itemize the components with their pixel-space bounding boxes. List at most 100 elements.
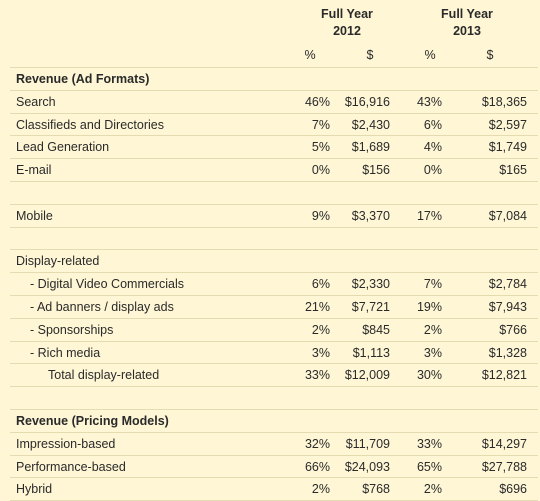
pct-2012-cell: 46%: [304, 94, 330, 109]
usd-2013-cell: $18,365: [481, 94, 527, 109]
pct-2013-cell: 17%: [416, 208, 442, 223]
usd-2012-cell: $7,721: [351, 300, 390, 314]
pct-2013-cell: 7%: [423, 277, 442, 292]
year-header-2013-line1: Full Year: [441, 7, 493, 21]
usd-2013-cell: $27,788: [481, 459, 527, 474]
usd-2012-cell: $768: [362, 482, 390, 497]
usd-2013-cell: $766: [499, 322, 527, 337]
spacer-row: [0, 228, 540, 251]
table-row: Mobile 9% $3,370 17% $7,084: [0, 205, 540, 228]
pct-2013-cell: 65%: [416, 459, 442, 474]
usd-2013-cell: $14,297: [481, 436, 527, 451]
pct-2012-cell: 7%: [311, 117, 330, 132]
unit-pct-2013: %: [424, 48, 436, 62]
pct-2013-cell: 19%: [416, 300, 442, 314]
row-divider: [10, 272, 538, 274]
year-header-2013-line2: 2013: [453, 24, 481, 38]
row-divider: [10, 89, 538, 91]
year-header-2012: Full Year 2012: [302, 6, 392, 40]
row-label: - Rich media: [30, 345, 101, 360]
pct-2012-cell: 2%: [311, 482, 330, 497]
row-label: Total display-related: [48, 368, 160, 383]
row-label: Revenue (Ad Formats): [16, 72, 150, 86]
pct-2012-cell: 3%: [311, 345, 330, 360]
row-divider: [10, 477, 538, 479]
row-label: E-mail: [16, 163, 52, 178]
usd-2012-cell: $2,430: [351, 117, 390, 132]
row-divider: [10, 226, 538, 228]
pct-2013-cell: 4%: [423, 140, 442, 155]
year-header-2013: Full Year 2013: [422, 6, 512, 40]
table-row: E-mail 0% $156 0% $165: [0, 159, 540, 182]
usd-2012-cell: $3,370: [351, 208, 390, 223]
usd-2013-cell: $165: [499, 163, 527, 178]
pct-2012-cell: 2%: [311, 322, 330, 337]
unit-usd-2013: $: [486, 48, 494, 62]
pct-2013-cell: 33%: [416, 436, 442, 451]
row-label: - Sponsorships: [30, 322, 114, 337]
row-divider: [10, 386, 538, 388]
row-label: Impression-based: [16, 436, 116, 451]
row-divider: [10, 181, 538, 182]
row-divider: [10, 340, 538, 342]
row-divider: [10, 203, 538, 205]
row-label: Classifieds and Directories: [16, 117, 164, 132]
usd-2012-cell: $12,009: [344, 368, 390, 383]
row-divider: [10, 431, 538, 433]
usd-2013-cell: $1,749: [488, 140, 527, 155]
row-label: Lead Generation: [16, 140, 110, 155]
pct-2013-cell: 30%: [416, 368, 442, 383]
year-header-2012-line1: Full Year: [321, 7, 373, 21]
pct-2013-cell: 2%: [423, 322, 442, 337]
usd-2012-cell: $16,916: [344, 94, 390, 109]
row-divider: [10, 158, 538, 160]
units-row: % $ % $: [0, 44, 540, 67]
section-header-row: Revenue (Ad Formats): [0, 68, 540, 91]
usd-2012-cell: $845: [362, 322, 390, 337]
table-row: - Digital Video Commercials 6% $2,330 7% $2,…: [0, 273, 540, 296]
pct-2012-cell: 0%: [311, 163, 330, 178]
pct-2012-cell: 32%: [304, 436, 330, 451]
pct-2013-cell: 0%: [423, 163, 442, 178]
row-divider: [10, 112, 538, 114]
table-row: Classifieds and Directories 7% $2,430 6% $2,…: [0, 114, 540, 137]
usd-2012-cell: $1,113: [352, 345, 390, 360]
pct-2012-cell: 5%: [311, 140, 330, 155]
row-label: - Digital Video Commercials: [30, 277, 184, 292]
usd-2013-cell: $2,784: [488, 277, 527, 292]
usd-2013-cell: $7,084: [488, 208, 527, 223]
table-row: Hybrid 2% $768 2% $696: [0, 478, 540, 501]
pct-2013-cell: 43%: [416, 94, 442, 109]
row-divider: [10, 249, 538, 251]
row-divider: [10, 295, 538, 296]
table-row: - Ad banners / display ads 21% $7,721 19% $7…: [0, 296, 540, 319]
table-row: - Rich media 3% $1,113 3% $1,328: [0, 342, 540, 365]
pct-2012-cell: 6%: [311, 277, 330, 292]
row-divider: [10, 135, 538, 137]
unit-pct-2012: %: [304, 48, 316, 62]
table-row: Display-related: [0, 250, 540, 273]
pct-2012-cell: 9%: [311, 208, 330, 223]
pct-2012-cell: 33%: [304, 368, 330, 383]
usd-2012-cell: $24,093: [344, 459, 390, 474]
table-row: Impression-based 32% $11,709 33% $14,297: [0, 433, 540, 456]
usd-2012-cell: $1,689: [351, 140, 390, 155]
row-divider: [10, 363, 538, 365]
usd-2013-cell: $1,328: [488, 345, 527, 360]
unit-usd-2012: $: [366, 48, 374, 62]
row-label: Display-related: [16, 254, 100, 269]
pct-2013-cell: 2%: [423, 482, 442, 497]
row-divider: [10, 409, 538, 410]
row-label: Revenue (Pricing Models): [16, 414, 169, 428]
pct-2013-cell: 6%: [423, 117, 442, 132]
divider: [10, 67, 538, 68]
usd-2013-cell: $7,943: [488, 300, 527, 314]
usd-2012-cell: $156: [362, 163, 390, 178]
section-header-row: Revenue (Pricing Models): [0, 410, 540, 433]
usd-2012-cell: $2,330: [351, 277, 390, 292]
usd-2013-cell: $12,821: [481, 368, 527, 383]
pct-2012-cell: 21%: [304, 300, 330, 314]
row-label: Hybrid: [16, 482, 53, 497]
spacer-row: [0, 182, 540, 205]
